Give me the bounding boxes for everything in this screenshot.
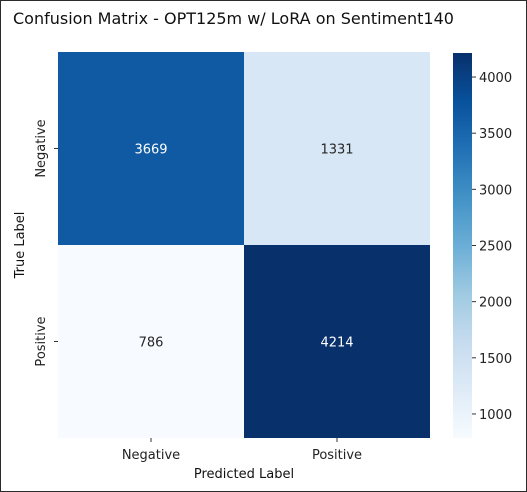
y-axis-ticks: Negative Positive	[34, 119, 58, 367]
chart-title: Confusion Matrix - OPT125m w/ LoRA on Se…	[13, 9, 454, 28]
cell-value-label-0-1: 1331	[320, 143, 353, 158]
colorbar-tick-label-5: 3500	[479, 127, 512, 142]
colorbar-tick-label-6: 4000	[479, 71, 512, 86]
colorbar-tick-label-3: 2500	[479, 240, 512, 255]
cell-value-label-0-0: 3669	[134, 143, 167, 158]
x-tick-label-1: Positive	[312, 448, 362, 463]
heatmap-cell-1-0	[58, 245, 244, 438]
x-axis-ticks: Negative Positive	[122, 438, 362, 463]
heatmap-cell-0-1	[244, 52, 430, 245]
colorbar-gradient	[453, 53, 472, 438]
heatmap-cell-1-1	[244, 245, 430, 438]
heatmap-cell-0-0	[58, 52, 244, 245]
x-axis-label: Predicted Label	[194, 467, 294, 482]
cell-value-label-1-1: 4214	[320, 336, 353, 351]
x-tick-label-0: Negative	[122, 448, 180, 463]
colorbar-tick-label-1: 1500	[479, 352, 512, 367]
colorbar-tick-label-0: 1000	[479, 408, 512, 423]
colorbar-tick-label-2: 2000	[479, 296, 512, 311]
colorbar-tick-label-4: 3000	[479, 183, 512, 198]
y-tick-label-0: Negative	[34, 119, 49, 177]
heatmap-cell-labels: 3669 1331 786 4214	[134, 143, 353, 351]
cell-value-label-1-0: 786	[139, 336, 164, 351]
y-axis-label: True Label	[13, 212, 28, 280]
heatmap-cells	[58, 52, 430, 438]
colorbar: 1000 1500 2000 2500 3000 3500 4000	[453, 53, 512, 438]
y-tick-label-1: Positive	[34, 316, 49, 366]
